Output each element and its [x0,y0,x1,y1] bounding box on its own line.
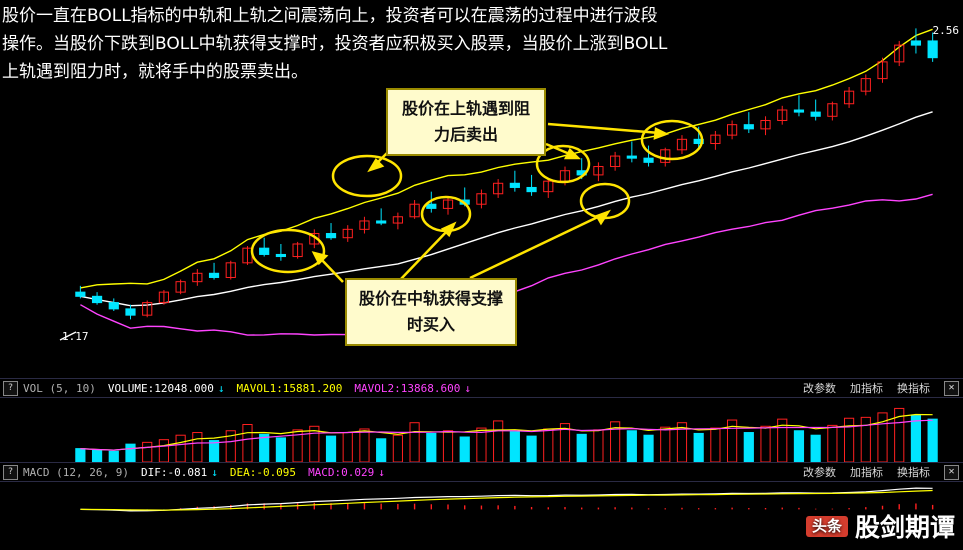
volume-arrow-icon: ↓ [217,381,225,395]
macd-arrow-icon: ↓ [378,465,385,479]
dif-arrow-icon: ↓ [211,465,218,479]
volume-bar-actions[interactable]: 改参数 加指标 换指标 ✕ [803,380,963,396]
volume-bars-svg [75,407,938,462]
volume-change-params-button[interactable]: 改参数 [803,382,836,395]
mavol2-arrow-icon: ↓ [464,381,472,395]
volume-indicator-bar[interactable]: ? VOL (5, 10) VOLUME:12048.000 ↓ MAVOL1:… [0,378,963,398]
macd-bar-actions[interactable]: 改参数 加指标 换指标 ✕ [803,464,963,480]
volume-add-indicator-button[interactable]: 加指标 [850,382,883,395]
callout-sell-signal: 股价在上轨遇到阻力后卖出 [386,88,546,156]
volume-switch-indicator-button[interactable]: 换指标 [897,382,930,395]
mavol1-value: MAVOL1:15881.200 [236,381,343,395]
watermark-badge: 头条 [805,515,848,537]
annotation-line-2: 操作。当股价下跌到BOLL中轨获得支撑时，投资者应积极买入股票，当股价上涨到BO… [2,34,668,54]
callout-buy-signal: 股价在中轨获得支撑时买入 [345,278,517,346]
macd-indicator-bar[interactable]: ? MACD (12, 26, 9) DIF:-0.081 ↓ DEA:-0.0… [0,462,963,482]
macd-close-icon[interactable]: ✕ [944,464,959,480]
annotation-line-1: 股价一直在BOLL指标的中轨和上轨之间震荡向上，投资者可以在震荡的过程中进行波段 [2,6,658,26]
macd-help-icon[interactable]: ? [3,464,18,480]
macd-change-params-button[interactable]: 改参数 [803,466,836,479]
macd-switch-indicator-button[interactable]: 换指标 [897,466,930,479]
volume-close-icon[interactable]: ✕ [944,380,959,396]
watermark: 头条 股剑期谭 [805,508,955,544]
macd-chart-panel[interactable] [0,480,963,550]
volume-chart-panel[interactable] [0,396,963,462]
mavol2-value: MAVOL2:13868.600 [354,381,461,395]
macd-indicator-name: MACD (12, 26, 9) [23,465,129,479]
annotation-line-3: 上轨遇到阻力时，就将手中的股票卖出。 [2,62,308,82]
macd-add-indicator-button[interactable]: 加指标 [850,466,883,479]
dif-value: DIF:-0.081 [140,465,208,479]
price-high-label: 2.56 [932,24,960,37]
watermark-text: 股剑期谭 [854,513,955,542]
price-low-label: 1.17 [62,330,89,343]
macd-value: MACD:0.029 [308,465,375,479]
dea-value: DEA:-0.095 [229,465,297,479]
annotation-paragraph: 股价一直在BOLL指标的中轨和上轨之间震荡向上，投资者可以在震荡的过程中进行波段… [0,0,963,86]
volume-value: VOLUME:12048.000 [107,381,214,395]
volume-help-icon[interactable]: ? [3,380,18,396]
macd-lines-svg [80,487,934,512]
volume-indicator-name: VOL (5, 10) [23,381,96,395]
